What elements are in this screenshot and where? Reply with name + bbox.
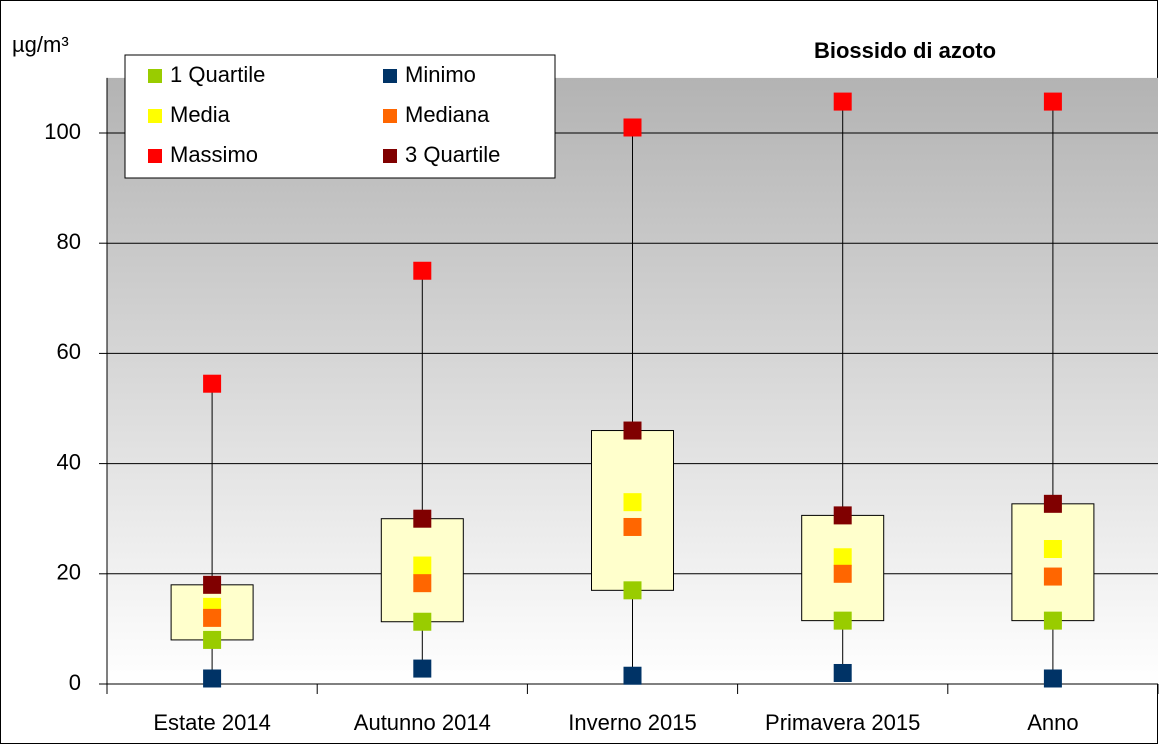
legend bbox=[124, 54, 556, 179]
y-axis-label: µg/m³ bbox=[12, 32, 69, 57]
marker bbox=[1043, 567, 1062, 586]
marker bbox=[623, 421, 642, 440]
marker bbox=[203, 630, 222, 649]
legend-label: 3 Quartile bbox=[405, 142, 500, 167]
marker bbox=[833, 548, 852, 567]
y-tick-label: 20 bbox=[57, 560, 81, 585]
y-tick-label: 0 bbox=[69, 670, 81, 695]
x-tick-label: Anno bbox=[1027, 710, 1078, 735]
marker bbox=[413, 612, 432, 631]
legend-marker bbox=[148, 109, 162, 123]
legend-marker bbox=[148, 149, 162, 163]
legend-label: Minimo bbox=[405, 62, 476, 87]
x-tick-label: Primavera 2015 bbox=[765, 710, 920, 735]
legend-label: Massimo bbox=[170, 142, 258, 167]
marker bbox=[413, 509, 432, 528]
marker bbox=[833, 92, 852, 111]
legend-marker bbox=[383, 69, 397, 83]
marker bbox=[623, 493, 642, 512]
marker bbox=[413, 659, 432, 678]
legend-marker bbox=[148, 69, 162, 83]
marker bbox=[203, 608, 222, 627]
y-tick-label: 40 bbox=[57, 449, 81, 474]
marker bbox=[1043, 540, 1062, 559]
chart-title: Biossido di azoto bbox=[814, 38, 996, 63]
marker bbox=[623, 118, 642, 137]
marker bbox=[413, 574, 432, 593]
marker bbox=[833, 663, 852, 682]
legend-label: Media bbox=[170, 102, 231, 127]
marker bbox=[203, 575, 222, 594]
marker bbox=[833, 564, 852, 583]
marker bbox=[833, 506, 852, 525]
marker bbox=[1043, 92, 1062, 111]
legend-label: 1 Quartile bbox=[170, 62, 265, 87]
marker bbox=[413, 556, 432, 575]
x-tick-label: Inverno 2015 bbox=[568, 710, 696, 735]
y-tick-label: 60 bbox=[57, 339, 81, 364]
marker bbox=[623, 581, 642, 600]
legend-label: Mediana bbox=[405, 102, 490, 127]
marker bbox=[203, 669, 222, 688]
marker bbox=[1043, 669, 1062, 688]
marker bbox=[833, 611, 852, 630]
marker bbox=[203, 374, 222, 393]
box bbox=[1011, 503, 1095, 622]
marker bbox=[623, 517, 642, 536]
marker bbox=[623, 666, 642, 685]
legend-marker bbox=[383, 109, 397, 123]
y-tick-label: 100 bbox=[44, 119, 81, 144]
x-tick-label: Autunno 2014 bbox=[354, 710, 491, 735]
y-tick-label: 80 bbox=[57, 229, 81, 254]
marker bbox=[413, 261, 432, 280]
marker bbox=[1043, 611, 1062, 630]
marker bbox=[1043, 494, 1062, 513]
x-tick-label: Estate 2014 bbox=[153, 710, 270, 735]
legend-marker bbox=[383, 149, 397, 163]
